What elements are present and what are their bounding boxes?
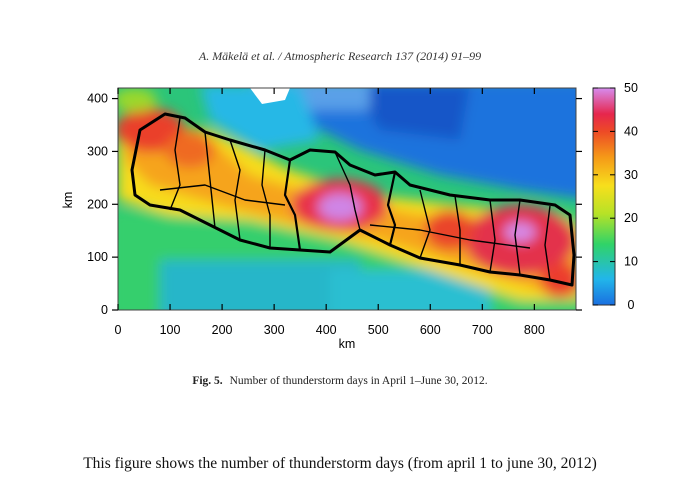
x-tick-label: 700 xyxy=(472,323,493,337)
colorbar-tick-label: 20 xyxy=(624,211,638,225)
x-tick-label: 200 xyxy=(212,323,233,337)
colorbar-tick-label: 30 xyxy=(624,168,638,182)
colorbar-tick-label: 50 xyxy=(624,81,638,95)
x-tick-label: 100 xyxy=(160,323,181,337)
y-tick-label: 300 xyxy=(87,144,108,158)
heatmap-field xyxy=(118,88,576,310)
x-tick-label: 800 xyxy=(524,323,545,337)
colorbar xyxy=(592,87,616,306)
colorbar-ticks: 0 10 20 30 40 50 xyxy=(593,81,638,312)
citation-header: A. Mäkelä et al. / Atmospheric Research … xyxy=(198,49,481,63)
y-tick-label: 400 xyxy=(87,92,108,106)
colorbar-tick-label: 10 xyxy=(624,255,638,269)
axes-group: 0 100 200 300 400 500 600 700 8000100200300400km… xyxy=(61,88,582,351)
colorbar-tick-label: 40 xyxy=(624,124,638,138)
y-tick-label: 100 xyxy=(87,250,108,264)
x-tick-label: 400 xyxy=(316,323,337,337)
colorbar-tick-label: 0 xyxy=(628,298,635,312)
y-tick-label: 0 xyxy=(101,303,108,317)
figure-caption-line: Fig. 5. Number of thunderstorm days in A… xyxy=(192,375,487,387)
x-tick-label: 0 xyxy=(115,323,122,337)
x-tick-label: 300 xyxy=(264,323,285,337)
y-tick-label: 200 xyxy=(87,197,108,211)
x-tick-label: 600 xyxy=(420,323,441,337)
y-axis-label: km xyxy=(61,192,75,209)
x-axis-label: km xyxy=(339,337,356,351)
plot-frame xyxy=(117,87,577,311)
x-tick-label: 500 xyxy=(368,323,389,337)
figure-caption: Number of thunderstorm days in April 1–J… xyxy=(230,375,488,387)
nepal-boundary xyxy=(130,112,576,287)
figure-label: Fig. 5. xyxy=(192,375,222,387)
note-text: This figure shows the number of thunders… xyxy=(83,455,597,472)
